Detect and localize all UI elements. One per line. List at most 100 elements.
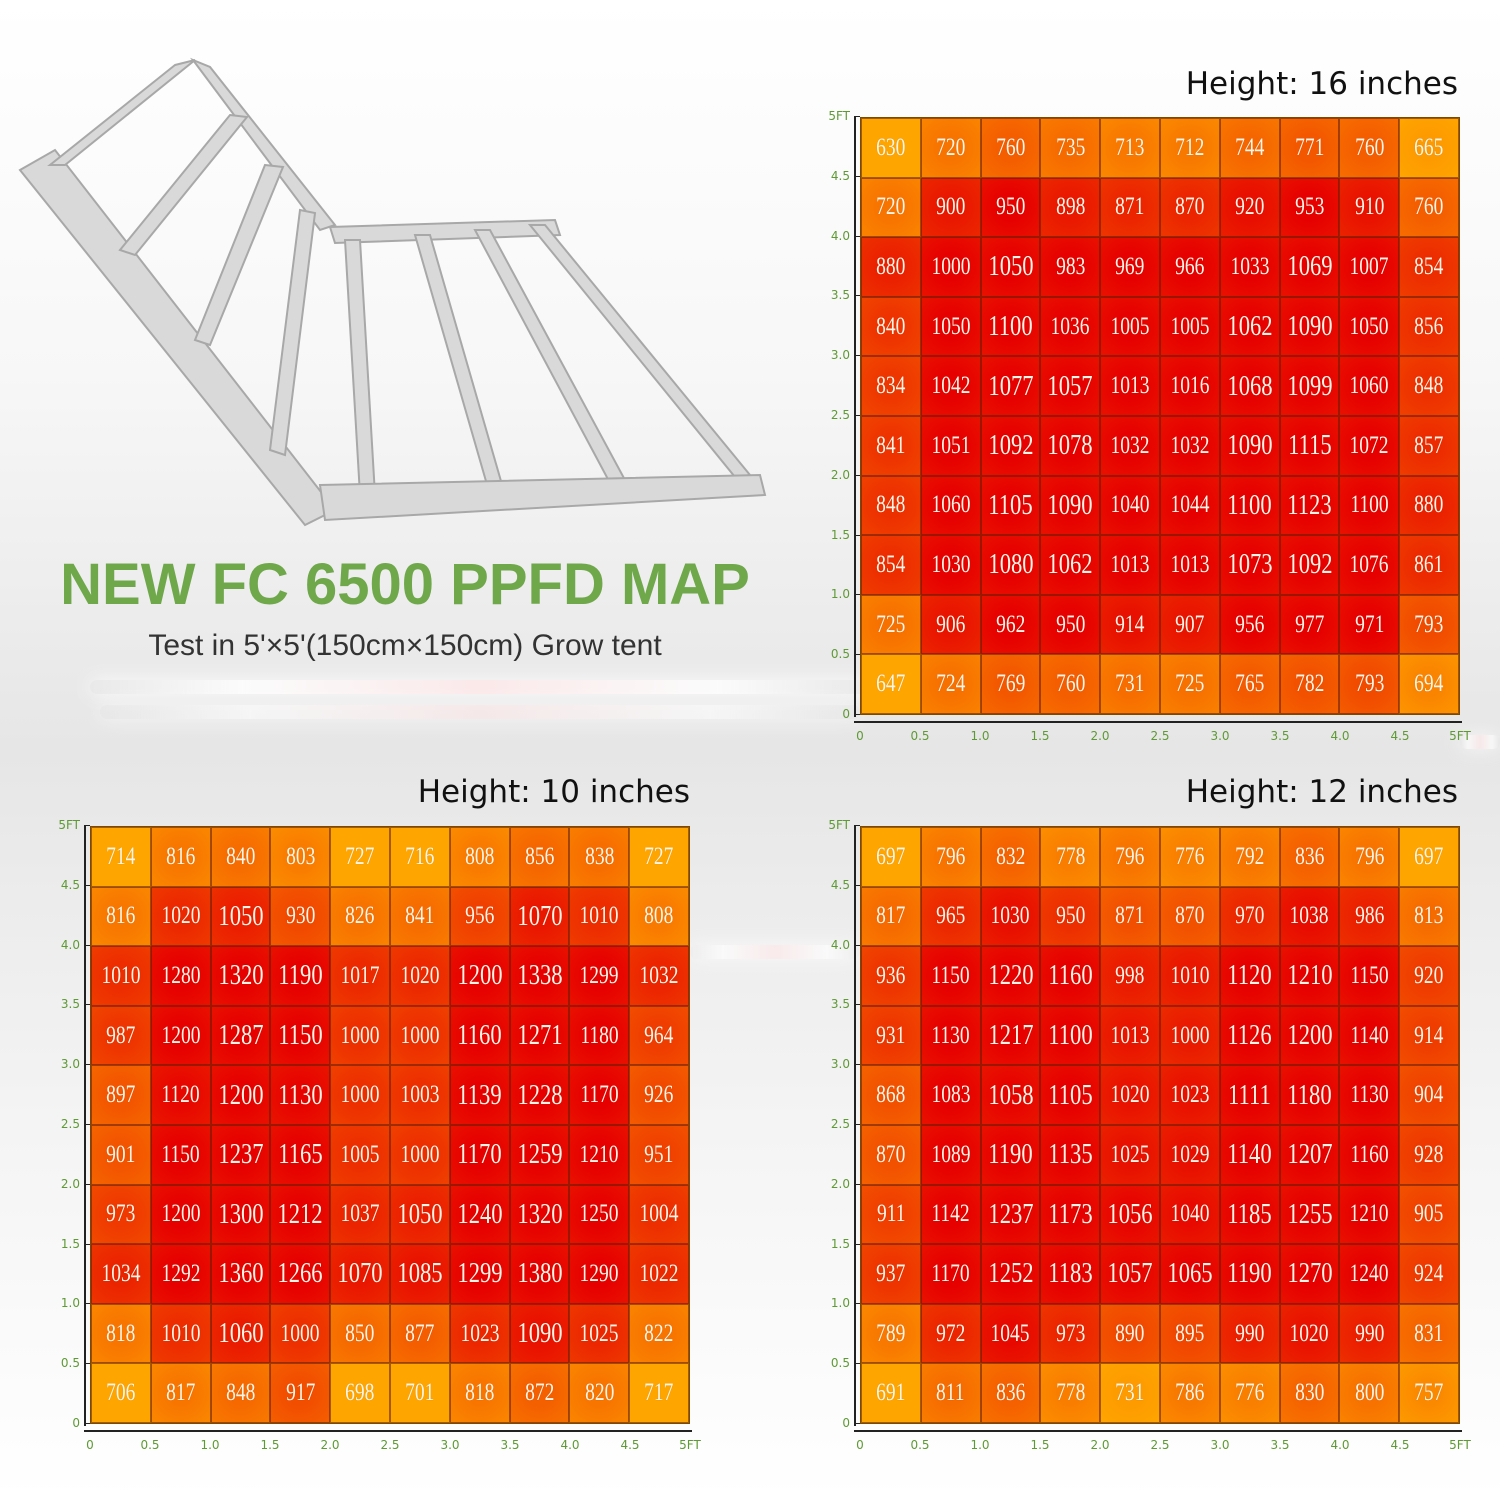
- heatmap-cell: 1270: [1279, 1244, 1340, 1304]
- heatmap-cell: 1092: [980, 415, 1041, 476]
- cell-value: 1210: [1286, 959, 1333, 992]
- cell-value: 796: [1115, 842, 1145, 870]
- cell-value: 1185: [1227, 1197, 1272, 1230]
- x-tick-label: 2.5: [380, 1438, 400, 1452]
- heatmap-cell: 1060: [920, 475, 981, 536]
- heatmap-cell: 698: [330, 1363, 390, 1423]
- cell-value: 706: [106, 1379, 136, 1407]
- heatmap-cell: 917: [270, 1363, 331, 1423]
- heatmap-cell: 1083: [920, 1065, 981, 1125]
- heatmap-cell: 900: [920, 177, 981, 238]
- heatmap-cell: 1292: [150, 1244, 211, 1304]
- cell-value: 1050: [987, 250, 1034, 283]
- cell-value: 1200: [1286, 1019, 1333, 1052]
- cell-value: 1000: [280, 1319, 320, 1347]
- cell-value: 1120: [161, 1081, 200, 1109]
- cell-value: 1042: [931, 372, 971, 400]
- cell-value: 956: [465, 902, 495, 930]
- heatmap-cell: 744: [1219, 118, 1280, 178]
- x-axis-line: [84, 1430, 692, 1432]
- y-tick-label: 5FT: [40, 818, 90, 832]
- cell-value: 973: [106, 1200, 136, 1228]
- cell-value: 937: [876, 1259, 906, 1287]
- heatmap-cell: 1058: [980, 1065, 1041, 1125]
- heatmap-cell: 1000: [389, 1005, 450, 1066]
- heatmap-cell: 1255: [1279, 1184, 1340, 1245]
- heatmap-cell: 956: [1219, 594, 1280, 655]
- cell-value: 1212: [277, 1197, 323, 1230]
- heatmap-cell: 914: [1100, 594, 1160, 655]
- cell-value: 713: [1115, 133, 1145, 161]
- x-tick-label: 2.5: [1150, 1438, 1170, 1452]
- cell-value: 917: [285, 1379, 315, 1407]
- cell-value: 848: [1414, 372, 1444, 400]
- cell-value: 953: [1294, 193, 1325, 221]
- heatmap-cell: 924: [1399, 1244, 1459, 1304]
- cell-value: 1070: [337, 1257, 383, 1290]
- y-tick-label: 0.5: [810, 647, 860, 661]
- heatmap-cell: 1139: [449, 1065, 510, 1125]
- x-tick-label: 0: [856, 729, 864, 743]
- cell-value: 965: [936, 902, 966, 930]
- cell-value: 716: [405, 842, 435, 870]
- heatmap-cell: 697: [861, 827, 921, 887]
- heatmap-cell: 724: [920, 654, 981, 714]
- heatmap-cell: 776: [1219, 1363, 1280, 1423]
- cell-value: 724: [936, 670, 966, 698]
- heatmap-cell: 760: [1399, 177, 1459, 238]
- heatmap-cell: 850: [330, 1303, 390, 1364]
- x-tick-label: 0: [86, 1438, 94, 1452]
- cell-value: 1160: [1350, 1140, 1389, 1168]
- heatmap-cell: 1100: [980, 296, 1041, 357]
- cell-value: 1139: [457, 1078, 502, 1111]
- heatmap-cell: 1190: [980, 1124, 1041, 1185]
- cell-value: 1180: [1287, 1078, 1332, 1111]
- cell-value: 1190: [988, 1138, 1033, 1171]
- cell-value: 789: [876, 1319, 906, 1347]
- cell-value: 818: [106, 1319, 136, 1347]
- cell-value: 848: [225, 1379, 256, 1407]
- y-axis-line: [854, 826, 856, 1426]
- heatmap-cell: 969: [1100, 237, 1160, 297]
- heatmap-cell: 1040: [1159, 1184, 1220, 1245]
- cell-value: 1255: [1286, 1197, 1333, 1230]
- heatmap-cell: 856: [509, 827, 570, 887]
- cell-value: 1076: [1349, 550, 1389, 578]
- heatmap-cell: 880: [861, 237, 921, 297]
- heatmap-cell: 1320: [509, 1184, 570, 1245]
- cell-value: 1111: [1228, 1078, 1272, 1111]
- cell-value: 1100: [988, 310, 1033, 343]
- heatmap-cell: 1000: [1159, 1005, 1220, 1066]
- cell-value: 697: [876, 842, 906, 870]
- cell-value: 1150: [161, 1140, 200, 1168]
- heatmap-cell: 834: [861, 356, 921, 416]
- cell-value: 771: [1294, 133, 1325, 161]
- cell-value: 1180: [580, 1021, 619, 1049]
- x-tick-label: 4.5: [1390, 1438, 1410, 1452]
- cell-value: 1020: [1289, 1319, 1329, 1347]
- heatmap-cell: 1190: [1219, 1244, 1280, 1304]
- x-tick-label: 3.5: [1270, 729, 1290, 743]
- cell-value: 816: [166, 842, 196, 870]
- heatmap-cell: 1060: [210, 1303, 271, 1364]
- heatmap-cell: 1200: [1279, 1005, 1340, 1066]
- heatmap-cell: 931: [861, 1005, 921, 1066]
- cell-value: 816: [106, 902, 136, 930]
- cell-value: 1250: [579, 1200, 619, 1228]
- heatmap-cell: 706: [91, 1363, 151, 1423]
- y-tick-label: 4.5: [810, 169, 860, 183]
- heatmap-cell: 1003: [389, 1065, 450, 1125]
- y-tick-label: 1.0: [40, 1296, 90, 1310]
- cell-value: 911: [876, 1200, 906, 1228]
- heatmap-cell: 1005: [1159, 296, 1220, 357]
- y-tick-label: 4.5: [40, 878, 90, 892]
- cell-value: 826: [345, 902, 375, 930]
- heatmap-cell: 1013: [1100, 535, 1160, 595]
- cell-value: 1100: [1350, 491, 1389, 519]
- heatmap-cell: 962: [980, 594, 1041, 655]
- cell-value: 1090: [1047, 488, 1093, 521]
- cell-value: 1010: [579, 902, 619, 930]
- grow-light-fixture-image: [18, 57, 767, 527]
- heatmap-cell: 906: [920, 594, 981, 655]
- y-tick-label: 5FT: [810, 818, 860, 832]
